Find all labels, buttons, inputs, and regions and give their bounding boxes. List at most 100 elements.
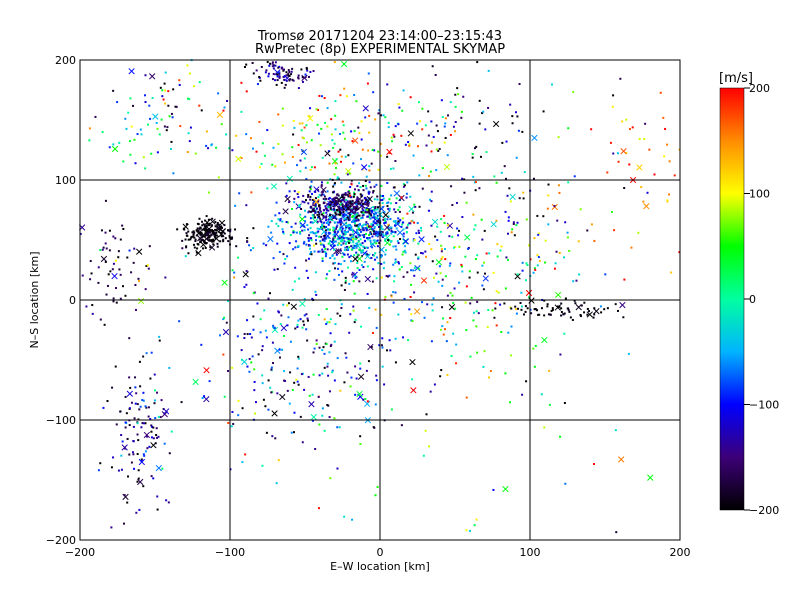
scatter-point	[136, 403, 139, 406]
scatter-point	[371, 331, 374, 334]
scatter-point	[107, 273, 110, 276]
scatter-point	[351, 237, 354, 240]
scatter-point	[417, 256, 420, 259]
scatter-point	[277, 142, 280, 145]
scatter-point	[207, 218, 210, 221]
scatter-point	[617, 160, 620, 163]
scatter-point	[198, 217, 201, 220]
scatter-point	[366, 246, 369, 249]
scatter-point	[334, 166, 337, 169]
scatter-point	[372, 242, 375, 245]
scatter-point	[443, 125, 446, 128]
scatter-point	[367, 225, 370, 228]
scatter-point	[619, 77, 622, 80]
scatter-point	[265, 69, 268, 72]
scatter-point	[333, 267, 336, 270]
scatter-point	[371, 235, 374, 238]
scatter-point	[616, 309, 619, 312]
scatter-point-cross	[643, 203, 650, 210]
scatter-point	[191, 231, 194, 234]
scatter-point	[198, 104, 201, 107]
scatter-point	[538, 259, 541, 262]
scatter-point	[200, 236, 203, 239]
scatter-point	[249, 137, 252, 140]
scatter-point	[332, 198, 335, 201]
scatter-point	[402, 250, 405, 253]
scatter-point	[355, 238, 358, 241]
scatter-point	[623, 187, 626, 190]
scatter-point	[357, 218, 360, 221]
scatter-point	[330, 343, 333, 346]
x-tick-label: 100	[520, 546, 541, 559]
scatter-point	[421, 187, 424, 190]
scatter-point-cross	[270, 183, 278, 190]
scatter-point	[349, 205, 352, 208]
scatter-point	[228, 147, 231, 150]
scatter-point	[231, 236, 234, 239]
scatter-point	[355, 199, 358, 202]
scatter-point	[485, 151, 488, 154]
scatter-point	[461, 270, 464, 273]
scatter-point	[270, 391, 273, 394]
scatter-point	[407, 140, 410, 143]
scatter-point	[418, 231, 421, 234]
scatter-point	[128, 140, 131, 143]
scatter-point	[348, 192, 351, 195]
scatter-point	[127, 111, 130, 114]
scatter-point	[389, 218, 392, 221]
scatter-point	[286, 221, 289, 224]
scatter-point	[446, 154, 449, 157]
scatter-point	[465, 285, 468, 288]
scatter-point	[152, 437, 155, 440]
scatter-point	[372, 91, 375, 94]
scatter-point	[355, 216, 358, 219]
scatter-point	[308, 244, 311, 247]
scatter-point	[446, 321, 449, 324]
scatter-point	[237, 256, 240, 259]
scatter-point	[361, 242, 364, 245]
scatter-point	[394, 125, 397, 128]
scatter-point	[317, 210, 320, 213]
scatter-point	[388, 152, 391, 155]
scatter-point	[334, 162, 337, 165]
scatter-point	[360, 120, 363, 123]
scatter-point	[267, 379, 270, 382]
scatter-point	[410, 319, 413, 322]
scatter-point	[196, 234, 199, 237]
scatter-point	[340, 243, 343, 246]
scatter-point	[354, 206, 357, 209]
scatter-point	[331, 369, 334, 372]
scatter-point	[622, 316, 625, 319]
scatter-point	[130, 271, 133, 274]
scatter-point	[302, 323, 305, 326]
scatter-point	[334, 200, 337, 203]
scatter-point	[133, 247, 136, 250]
scatter-point	[406, 212, 409, 215]
scatter-point	[292, 229, 295, 232]
scatter-point	[350, 238, 353, 241]
scatter-point	[387, 126, 390, 129]
scatter-point	[314, 211, 317, 214]
scatter-point	[357, 224, 360, 227]
scatter-point	[301, 326, 304, 329]
scatter-point	[492, 488, 495, 491]
scatter-point	[504, 210, 507, 213]
scatter-point	[304, 220, 307, 223]
scatter-point	[435, 169, 438, 172]
scatter-point	[317, 395, 320, 398]
scatter-point	[319, 240, 322, 243]
scatter-point	[365, 232, 368, 235]
scatter-point	[428, 174, 431, 177]
scatter-point	[448, 264, 451, 267]
scatter-point	[345, 226, 348, 229]
scatter-point	[519, 301, 522, 304]
scatter-point	[363, 223, 366, 226]
scatter-point	[144, 94, 147, 97]
scatter-point	[165, 129, 168, 132]
scatter-point	[542, 215, 545, 218]
scatter-point	[354, 202, 357, 205]
scatter-point	[142, 156, 145, 159]
scatter-point	[474, 258, 477, 261]
scatter-point	[349, 194, 352, 197]
scatter-point	[137, 469, 140, 472]
